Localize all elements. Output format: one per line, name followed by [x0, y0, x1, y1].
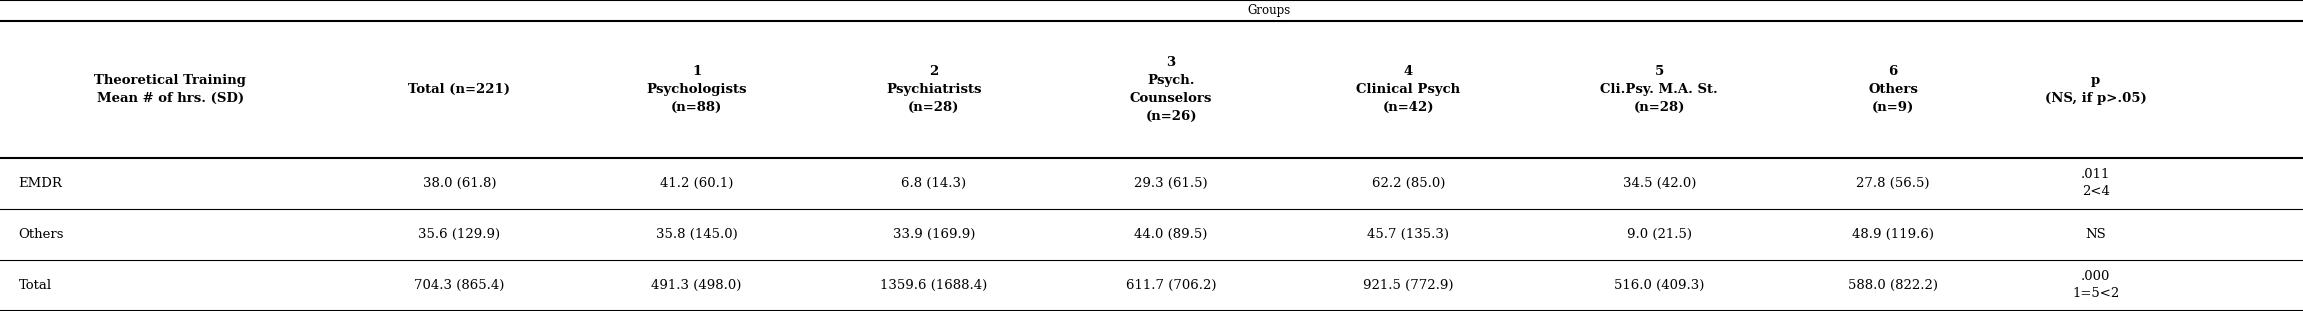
Text: .011
2<4: .011 2<4: [2082, 169, 2110, 198]
Text: 6
Others
(n=9): 6 Others (n=9): [1868, 65, 1918, 114]
Text: 611.7 (706.2): 611.7 (706.2): [1126, 279, 1216, 292]
Text: 3
Psych.
Counselors
(n=26): 3 Psych. Counselors (n=26): [1131, 56, 1211, 123]
Text: 491.3 (498.0): 491.3 (498.0): [652, 279, 742, 292]
Text: 41.2 (60.1): 41.2 (60.1): [661, 177, 732, 190]
Text: 45.7 (135.3): 45.7 (135.3): [1368, 228, 1449, 241]
Text: 27.8 (56.5): 27.8 (56.5): [1856, 177, 1930, 190]
Text: 6.8 (14.3): 6.8 (14.3): [900, 177, 967, 190]
Text: 704.3 (865.4): 704.3 (865.4): [415, 279, 504, 292]
Text: 516.0 (409.3): 516.0 (409.3): [1614, 279, 1704, 292]
Text: 1359.6 (1688.4): 1359.6 (1688.4): [880, 279, 988, 292]
Text: 4
Clinical Psych
(n=42): 4 Clinical Psych (n=42): [1356, 65, 1460, 114]
Text: 2
Psychiatrists
(n=28): 2 Psychiatrists (n=28): [887, 65, 981, 114]
Text: Theoretical Training
Mean # of hrs. (SD): Theoretical Training Mean # of hrs. (SD): [94, 74, 246, 105]
Text: 44.0 (89.5): 44.0 (89.5): [1135, 228, 1207, 241]
Text: 9.0 (21.5): 9.0 (21.5): [1626, 228, 1693, 241]
Text: 29.3 (61.5): 29.3 (61.5): [1135, 177, 1207, 190]
Text: 35.8 (145.0): 35.8 (145.0): [656, 228, 737, 241]
Text: Total (n=221): Total (n=221): [408, 83, 511, 96]
Text: 921.5 (772.9): 921.5 (772.9): [1363, 279, 1453, 292]
Text: EMDR: EMDR: [18, 177, 62, 190]
Text: 62.2 (85.0): 62.2 (85.0): [1373, 177, 1444, 190]
Text: 38.0 (61.8): 38.0 (61.8): [424, 177, 495, 190]
Text: .000
1=5<2: .000 1=5<2: [2073, 271, 2119, 300]
Text: 33.9 (169.9): 33.9 (169.9): [894, 228, 974, 241]
Text: 48.9 (119.6): 48.9 (119.6): [1852, 228, 1935, 241]
Text: 588.0 (822.2): 588.0 (822.2): [1847, 279, 1939, 292]
Text: Total: Total: [18, 279, 51, 292]
Text: 34.5 (42.0): 34.5 (42.0): [1624, 177, 1695, 190]
Text: 1
Psychologists
(n=88): 1 Psychologists (n=88): [647, 65, 746, 114]
Text: 5
Cli.Psy. M.A. St.
(n=28): 5 Cli.Psy. M.A. St. (n=28): [1601, 65, 1718, 114]
Text: NS: NS: [2084, 228, 2107, 241]
Text: Others: Others: [18, 228, 64, 241]
Text: p
(NS, if p>.05): p (NS, if p>.05): [2045, 74, 2146, 105]
Text: 35.6 (129.9): 35.6 (129.9): [419, 228, 500, 241]
Text: Groups: Groups: [1248, 4, 1290, 17]
